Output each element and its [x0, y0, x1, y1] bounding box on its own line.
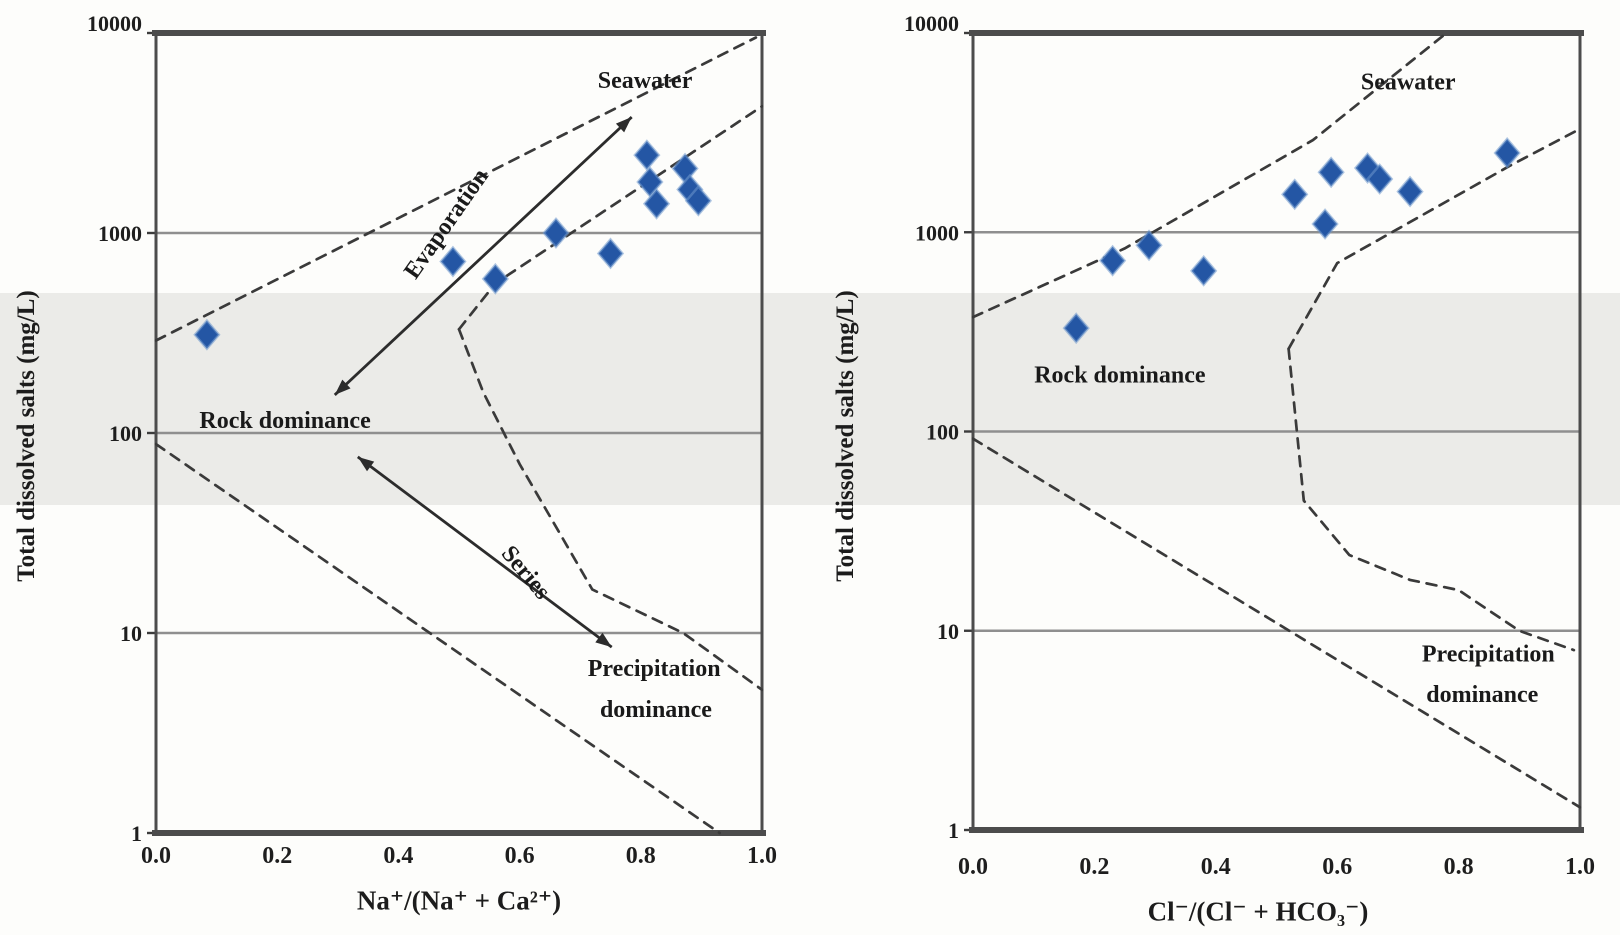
series-arrow-head-0 [595, 632, 612, 648]
region-label-series-left: Series [496, 541, 555, 605]
region-label-rock-dominance-right: Rock dominance [1034, 363, 1206, 389]
boundary-outer-lower-left [154, 442, 721, 835]
boundary-inner-upper-right [1287, 127, 1582, 351]
region-label-seawater-left: Seawater [598, 68, 693, 94]
data-point-right-7 [1353, 152, 1382, 184]
x-tick-label-0-6-left: 0.6 [505, 843, 535, 869]
x-tick-label-0-0-left: 0.0 [141, 843, 171, 869]
y-tick-label-1-right: 1 [948, 818, 959, 843]
y-tick-label-10000-left: 10000 [87, 11, 142, 36]
region-label-rock-dominance-left: Rock dominance [199, 408, 371, 434]
y-tick-label-100-left: 100 [109, 421, 142, 446]
x-axis-title-left: Na⁺/(Na⁺ + Ca²⁺) [356, 885, 562, 916]
data-point-right-0 [1062, 312, 1090, 345]
y-tick-label-1-left: 1 [131, 821, 142, 846]
region-label-precipitation-right: Precipitation [1422, 642, 1555, 668]
data-point-right-9 [1396, 175, 1424, 208]
data-point-right-8 [1366, 163, 1394, 195]
series-arrow [356, 455, 613, 649]
x-tick-label-0-4-left: 0.4 [383, 843, 413, 869]
data-point-left-7 [642, 187, 671, 220]
region-label-dominance-right: dominance [1426, 682, 1538, 708]
y-axis-title-right: Total dissolved salts (mg/L) [832, 290, 859, 582]
data-point-left-1 [439, 245, 467, 278]
x-tick-label-0-0-right: 0.0 [958, 854, 988, 880]
boundary-inner-lower-right [1287, 347, 1576, 652]
data-point-left-3 [542, 217, 570, 249]
data-point-right-1 [1098, 244, 1127, 277]
x-tick-label-0-8-right: 0.8 [1444, 854, 1474, 880]
data-point-left-4 [596, 237, 625, 270]
region-label-seawater-right: Seawater [1361, 70, 1456, 96]
y-tick-label-10-left: 10 [120, 621, 142, 646]
data-point-left-2 [481, 262, 510, 295]
y-tick-label-10000-right: 10000 [904, 11, 959, 36]
y-axis-title-left: Total dissolved salts (mg/L) [13, 290, 40, 582]
data-point-left-5 [633, 139, 661, 172]
data-point-right-3 [1190, 254, 1218, 287]
x-tick-label-0-4-right: 0.4 [1201, 854, 1231, 880]
x-tick-label-1-0-left: 1.0 [747, 843, 777, 869]
highlight-band [0, 293, 1620, 505]
boundary-outer-upper-left [154, 36, 758, 342]
region-label-dominance-left: dominance [600, 697, 712, 723]
evaporation-arrow-head-0 [615, 117, 632, 133]
region-label-precipitation-left: Precipitation [588, 656, 721, 682]
x-axis-title-right: Cl⁻/(Cl⁻ + HCO₃⁻) [1147, 896, 1369, 927]
data-point-right-6 [1317, 156, 1345, 189]
x-tick-label-1-0-right: 1.0 [1565, 854, 1595, 880]
evaporation-arrow [333, 116, 633, 396]
boundary-outer-lower-right [971, 437, 1582, 809]
data-point-right-10 [1493, 137, 1521, 169]
x-tick-label-0-6-right: 0.6 [1322, 854, 1352, 880]
y-tick-label-10-right: 10 [937, 619, 959, 644]
y-tick-label-1000-left: 1000 [98, 221, 142, 246]
x-tick-label-0-2-right: 0.2 [1079, 854, 1109, 880]
y-tick-label-1000-right: 1000 [915, 220, 959, 245]
data-point-left-0 [193, 318, 221, 351]
evaporation-arrow-head-1 [334, 379, 351, 395]
y-tick-label-100-right: 100 [926, 420, 959, 445]
series-arrow-head-1 [357, 456, 375, 472]
data-point-right-2 [1135, 229, 1163, 262]
boundary-outer-upper-right [971, 31, 1448, 319]
data-point-right-4 [1281, 178, 1309, 211]
x-tick-label-0-2-left: 0.2 [262, 843, 292, 869]
data-point-left-10 [684, 184, 713, 217]
boundary-inner-lower-left [457, 327, 764, 692]
x-tick-label-0-8-left: 0.8 [626, 843, 656, 869]
data-point-right-5 [1311, 208, 1339, 240]
boundary-inner-upper-left [457, 104, 764, 331]
